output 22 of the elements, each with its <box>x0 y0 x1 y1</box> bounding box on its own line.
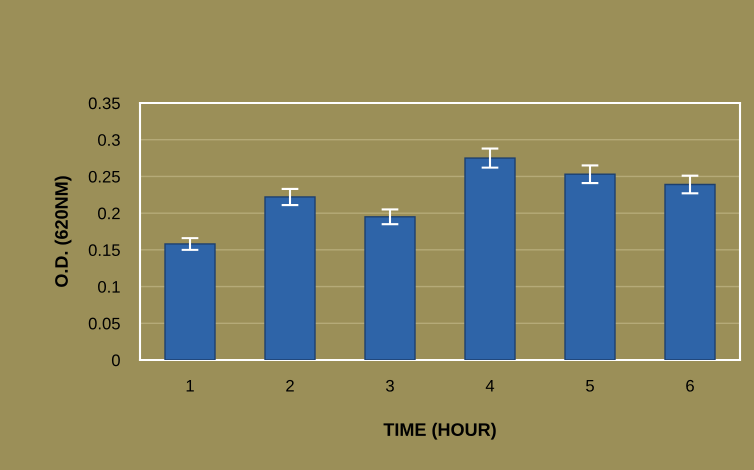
x-tick-label: 6 <box>686 380 694 392</box>
y-tick-label: 0.3 <box>98 134 120 146</box>
bar <box>664 184 716 360</box>
y-tick-label: 0.25 <box>88 170 120 183</box>
bar <box>264 196 316 360</box>
y-tick-label: 0.35 <box>88 97 120 110</box>
y-axis-title: O.D. (620NM) <box>54 176 72 287</box>
y-tick-label: 0.15 <box>88 244 120 256</box>
y-tick-label: 0.05 <box>88 318 120 330</box>
bar <box>164 243 216 360</box>
x-tick-label: 2 <box>286 380 294 392</box>
y-tick-label: 0.1 <box>98 280 120 293</box>
x-tick-label: 3 <box>386 380 394 392</box>
x-tick-label: 4 <box>486 380 494 392</box>
y-tick-label: 0 <box>112 354 120 366</box>
x-tick-label: 1 <box>186 380 194 392</box>
bar <box>364 216 416 360</box>
y-tick-label: 0.2 <box>98 208 120 220</box>
bar <box>464 157 516 360</box>
bar <box>564 174 616 360</box>
x-axis-title: TIME (HOUR) <box>384 422 496 440</box>
x-tick-label: 5 <box>586 380 594 392</box>
